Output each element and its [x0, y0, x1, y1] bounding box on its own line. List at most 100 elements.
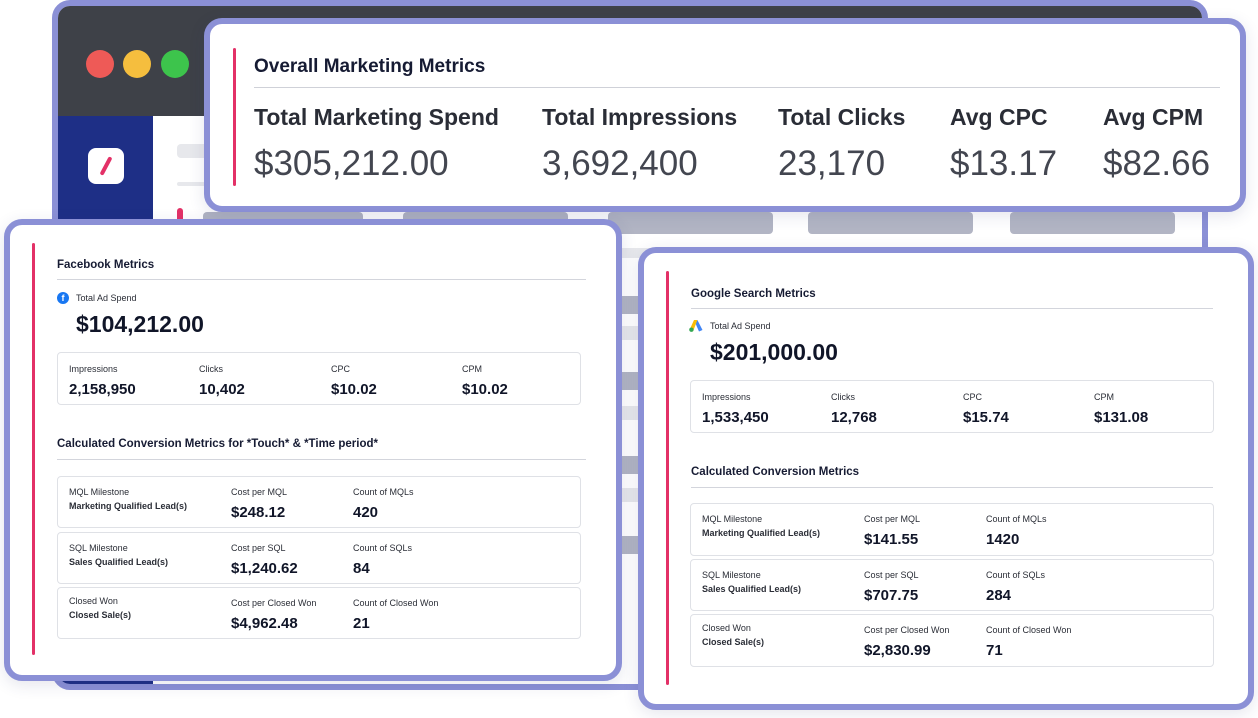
- cost-value: $248.12: [231, 504, 286, 521]
- metric-label: CPC: [963, 392, 983, 402]
- metric-value: $15.74: [963, 409, 1009, 426]
- milestone-subtitle: Marketing Qualified Lead(s): [69, 501, 188, 511]
- count-label: Count of SQLs: [986, 570, 1046, 580]
- conversion-metrics-title: Calculated Conversion Metrics for *Touch…: [57, 438, 379, 450]
- milestone-cell: Closed Won Closed Sale(s): [702, 623, 764, 647]
- placeholder-block: [615, 372, 645, 390]
- placeholder-block: [1010, 212, 1175, 234]
- accent-bar: [32, 243, 35, 655]
- milestone-cell: MQL Milestone Marketing Qualified Lead(s…: [702, 514, 820, 538]
- metric-cpm: CPM $10.02: [462, 364, 508, 398]
- cost-label: Cost per MQL: [231, 487, 288, 497]
- milestone-name: SQL Milestone: [702, 570, 761, 580]
- placeholder-block: [808, 212, 973, 234]
- cost-value: $141.55: [864, 531, 919, 548]
- metric-label: Clicks: [831, 392, 855, 402]
- total-ad-spend-value: $201,000.00: [710, 339, 838, 365]
- kpi-value: 23,170: [778, 144, 886, 183]
- placeholder-block: [608, 212, 773, 234]
- overall-metrics-title: Overall Marketing Metrics: [254, 56, 486, 77]
- milestone-name: MQL Milestone: [702, 514, 763, 524]
- title-divider: [254, 87, 1220, 88]
- cost-value: $2,830.99: [864, 642, 931, 659]
- count-cell: Count of Closed Won 71: [986, 625, 1071, 659]
- total-ad-spend-label: Total Ad Spend: [710, 321, 771, 331]
- milestone-subtitle: Closed Sale(s): [702, 637, 765, 647]
- metric-value: $10.02: [462, 381, 508, 398]
- kpi-label: Total Impressions: [542, 104, 738, 130]
- metric-clicks: Clicks 12,768: [831, 392, 877, 426]
- facebook-metrics-box: Impressions 2,158,950 Clicks 10,402 CPC …: [57, 352, 581, 405]
- maximize-window-button[interactable]: [161, 50, 189, 78]
- count-cell: Count of SQLs 284: [986, 570, 1045, 604]
- cost-label: Cost per MQL: [864, 514, 921, 524]
- metric-cpc: CPC $15.74: [963, 392, 1009, 426]
- kpi-value: $82.66: [1103, 144, 1211, 183]
- kpi-label: Total Clicks: [778, 104, 906, 130]
- cost-cell: Cost per SQL $1,240.62: [231, 543, 298, 577]
- placeholder-block: [615, 406, 645, 420]
- cost-label: Cost per SQL: [231, 543, 286, 553]
- metric-value: 12,768: [831, 409, 877, 426]
- metric-label: Impressions: [702, 392, 751, 402]
- app-logo[interactable]: [88, 148, 124, 184]
- milestone-subtitle: Marketing Qualified Lead(s): [702, 528, 821, 538]
- metric-label: Impressions: [69, 364, 118, 374]
- metric-cpm: CPM $131.08: [1094, 392, 1148, 426]
- kpi-avg-cpm: Avg CPM $82.66: [1103, 104, 1210, 184]
- facebook-icon: f: [57, 292, 69, 304]
- metric-value: $131.08: [1094, 409, 1149, 426]
- accent-bar: [233, 48, 236, 186]
- count-label: Count of MQLs: [353, 487, 414, 497]
- close-window-button[interactable]: [86, 50, 114, 78]
- cost-value: $707.75: [864, 587, 919, 604]
- count-label: Count of SQLs: [353, 543, 413, 553]
- cost-value: $4,962.48: [231, 615, 298, 632]
- count-label: Count of Closed Won: [353, 598, 439, 608]
- milestone-subtitle: Closed Sale(s): [69, 610, 132, 620]
- section-divider: [57, 279, 586, 280]
- placeholder-accent: [177, 208, 183, 222]
- facebook-metrics-title: Facebook Metrics: [57, 259, 155, 271]
- count-value: 71: [986, 642, 1003, 659]
- cost-value: $1,240.62: [231, 560, 298, 577]
- milestone-name: MQL Milestone: [69, 487, 130, 497]
- milestone-name: SQL Milestone: [69, 543, 128, 553]
- metric-value: 2,158,950: [69, 381, 136, 398]
- kpi-value: 3,692,400: [542, 144, 698, 183]
- count-label: Count of Closed Won: [986, 625, 1072, 635]
- kpi-avg-cpc: Avg CPC $13.17: [950, 104, 1057, 184]
- milestone-cell: SQL Milestone Sales Qualified Lead(s): [702, 570, 801, 594]
- milestone-cell: SQL Milestone Sales Qualified Lead(s): [69, 543, 168, 567]
- placeholder-block: [615, 296, 645, 314]
- cost-cell: Cost per MQL $141.55: [864, 514, 920, 548]
- accent-bar: [666, 271, 669, 685]
- conversion-row-mql: MQL Milestone Marketing Qualified Lead(s…: [57, 476, 581, 528]
- cost-cell: Cost per Closed Won $2,830.99: [864, 625, 949, 659]
- overall-metrics-card: Overall Marketing Metrics Total Marketin…: [204, 18, 1246, 212]
- metric-value: 1,533,450: [702, 409, 769, 426]
- metric-value: $10.02: [331, 381, 377, 398]
- google-search-metrics-title: Google Search Metrics: [691, 288, 816, 300]
- conversion-row-closed-won: Closed Won Closed Sale(s) Cost per Close…: [690, 614, 1214, 667]
- logo-slash-icon: [99, 156, 113, 176]
- facebook-metrics-card: Facebook Metrics f Total Ad Spend $104,2…: [4, 219, 622, 681]
- placeholder-block: [177, 182, 217, 186]
- conversion-row-sql: SQL Milestone Sales Qualified Lead(s) Co…: [57, 532, 581, 584]
- milestone-name: Closed Won: [702, 623, 751, 633]
- section-divider: [691, 487, 1213, 488]
- conversion-row-closed-won: Closed Won Closed Sale(s) Cost per Close…: [57, 587, 581, 639]
- milestone-cell: Closed Won Closed Sale(s): [69, 596, 131, 620]
- count-cell: Count of SQLs 84: [353, 543, 412, 577]
- cost-cell: Cost per MQL $248.12: [231, 487, 287, 521]
- cost-cell: Cost per SQL $707.75: [864, 570, 919, 604]
- kpi-total-impressions: Total Impressions 3,692,400: [542, 104, 737, 184]
- kpi-value: $305,212.00: [254, 144, 449, 183]
- count-value: 84: [353, 560, 370, 577]
- milestone-subtitle: Sales Qualified Lead(s): [69, 557, 169, 567]
- google-ads-icon: [689, 320, 703, 332]
- milestone-name: Closed Won: [69, 596, 118, 606]
- minimize-window-button[interactable]: [123, 50, 151, 78]
- metric-label: CPM: [1094, 392, 1114, 402]
- placeholder-block: [615, 326, 645, 340]
